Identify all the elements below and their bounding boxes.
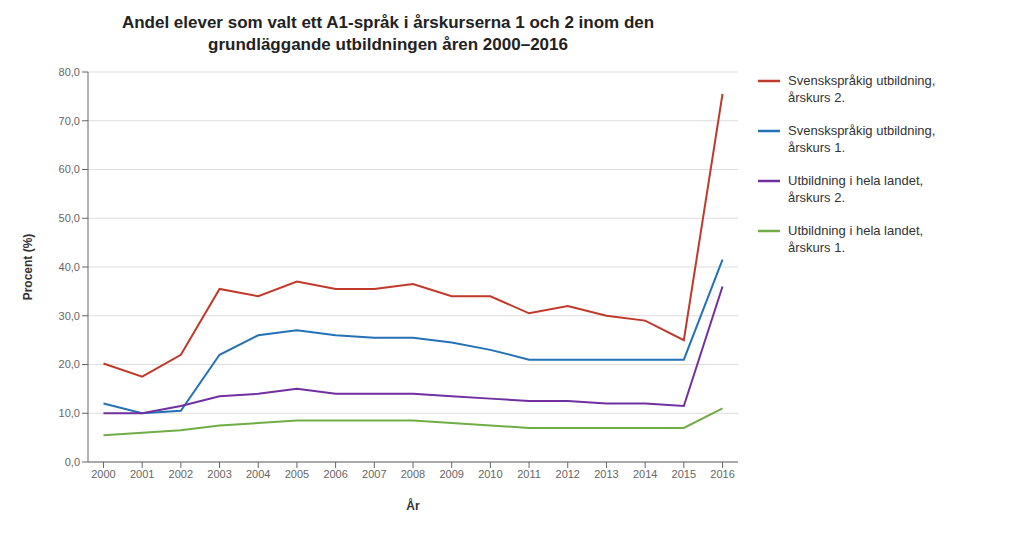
svg-text:2012: 2012 (556, 468, 580, 480)
svg-text:2004: 2004 (246, 468, 270, 480)
svg-text:2007: 2007 (362, 468, 386, 480)
html-text:Utbildning i hela landet,: Utbildning i hela landet, (788, 173, 924, 188)
svg-text:2008: 2008 (401, 468, 425, 480)
svg-text:2009: 2009 (439, 468, 463, 480)
html-text:grundläggande utbildningen åre: grundläggande utbildningen åren 2000–201… (208, 35, 568, 54)
svg-text:20,0: 20,0 (59, 358, 80, 370)
html-text:Andel elever som valt ett A1-s: Andel elever som valt ett A1-språk i års… (121, 13, 655, 32)
svg-text:2003: 2003 (207, 468, 231, 480)
svg-text:2000: 2000 (91, 468, 115, 480)
svg-text:2010: 2010 (478, 468, 502, 480)
svg-text:70,0: 70,0 (59, 115, 80, 127)
svg-text:0,0: 0,0 (65, 456, 80, 468)
svg-text:2014: 2014 (633, 468, 657, 480)
html-text:årskurs 2.: årskurs 2. (788, 190, 846, 205)
svg-text:30,0: 30,0 (59, 310, 80, 322)
svg-text:50,0: 50,0 (59, 212, 80, 224)
svg-text:2013: 2013 (594, 468, 618, 480)
svg-text:Procent (%): Procent (%) (21, 234, 35, 301)
svg-text:80,0: 80,0 (59, 66, 80, 78)
svg-text:60,0: 60,0 (59, 163, 80, 175)
svg-text:10,0: 10,0 (59, 407, 80, 419)
svg-text:2016: 2016 (710, 468, 734, 480)
svg-text:2005: 2005 (285, 468, 309, 480)
html-text:årskurs 1.: årskurs 1. (788, 140, 846, 155)
html-text:årskurs 1.: årskurs 1. (788, 240, 846, 255)
svg-text:2015: 2015 (672, 468, 696, 480)
svg-text:2002: 2002 (169, 468, 193, 480)
html-text:Svenskspråkig utbildning,: Svenskspråkig utbildning, (788, 73, 936, 88)
html-text:Utbildning i hela landet,: Utbildning i hela landet, (788, 223, 924, 238)
svg-text:2001: 2001 (130, 468, 154, 480)
svg-text:År: År (406, 498, 420, 513)
html-text:årskurs 2.: årskurs 2. (788, 90, 846, 105)
svg-text:2011: 2011 (517, 468, 541, 480)
svg-text:40,0: 40,0 (59, 261, 80, 273)
svg-text:2006: 2006 (323, 468, 347, 480)
html-text:Svenskspråkig utbildning,: Svenskspråkig utbildning, (788, 123, 936, 138)
